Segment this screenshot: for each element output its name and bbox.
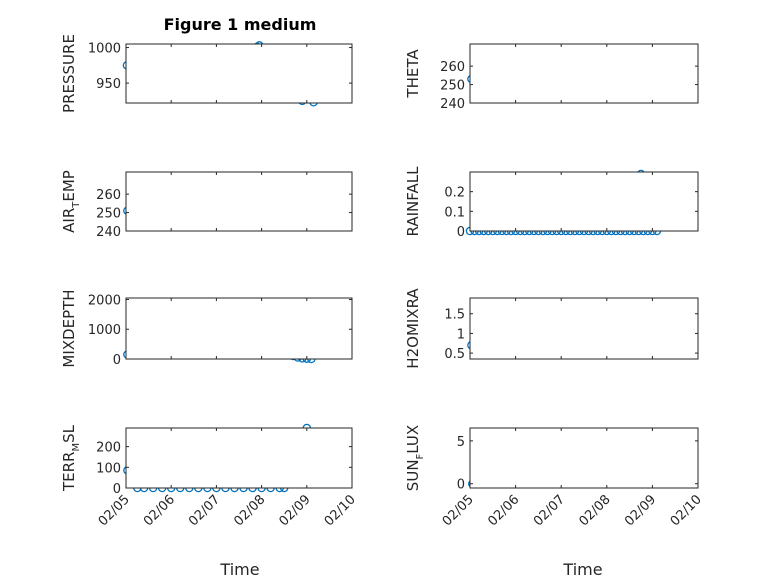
axes-frame [469,171,699,232]
y-tick-label: 250 [96,207,121,222]
y-tick-label: 260 [96,188,121,203]
y-tick-label: 200 [96,441,121,456]
y-axis-label: SUNFLUX [404,425,426,491]
y-tick-label: 1000 [88,323,121,338]
subplot-air-temp: 240 250 260 AIRTEMP [60,170,353,240]
y-tick-label: 1.5 [444,308,465,323]
y-tick-label: 950 [96,77,121,92]
axes-frame [125,171,353,232]
y-tick-label: 240 [96,225,121,240]
x-axis-label-left: Time [219,560,259,579]
y-tick-label: 0 [113,353,121,368]
y-axis-label: RAINFALL [404,166,422,237]
y-tick-label: 0.5 [444,347,465,362]
y-tick-label: 2000 [88,293,121,308]
y-tick-label: 1 [457,327,465,342]
y-tick-label: 1000 [88,42,121,57]
axes-frame [125,43,353,104]
y-axis-label: TERRMSL [60,424,82,492]
y-tick-label: 0 [457,225,465,240]
y-tick-label: 0 [113,482,121,497]
y-tick-label: 0.2 [444,186,465,201]
y-tick-label: 240 [440,97,465,112]
y-tick-label: 0.1 [444,205,465,220]
subplot-pressure: 950 1000 PRESSURE [60,34,353,113]
y-tick-label: 260 [440,60,465,75]
y-axis-label: H2OMIXRA [404,288,422,369]
subplot-mixdepth: 0 1000 2000 MIXDEPTH [60,289,353,368]
y-tick-label: 0 [457,478,465,493]
y-axis-label: THETA [404,49,422,99]
y-tick-label: 100 [96,461,121,476]
subplot-theta: 240 250 260 THETA [404,43,699,112]
y-axis-label: MIXDEPTH [60,289,78,367]
subplot-rainfall: 0 0.1 0.2 RAINFALL [404,166,699,240]
y-tick-label: 5 [457,435,465,450]
axes-frame [469,427,699,489]
axes-frame [469,297,699,360]
subplot-h2omixra: 0.5 1 1.5 H2OMIXRA [404,288,699,369]
axes-frame [125,427,353,489]
x-axis-label-right: Time [562,560,602,579]
y-axis-label: AIRTEMP [60,170,82,233]
figure-title: Figure 1 medium [164,15,317,34]
axes-frame [125,297,353,360]
axes-frame [469,43,699,104]
y-tick-label: 250 [440,79,465,94]
y-axis-label: PRESSURE [60,34,78,113]
